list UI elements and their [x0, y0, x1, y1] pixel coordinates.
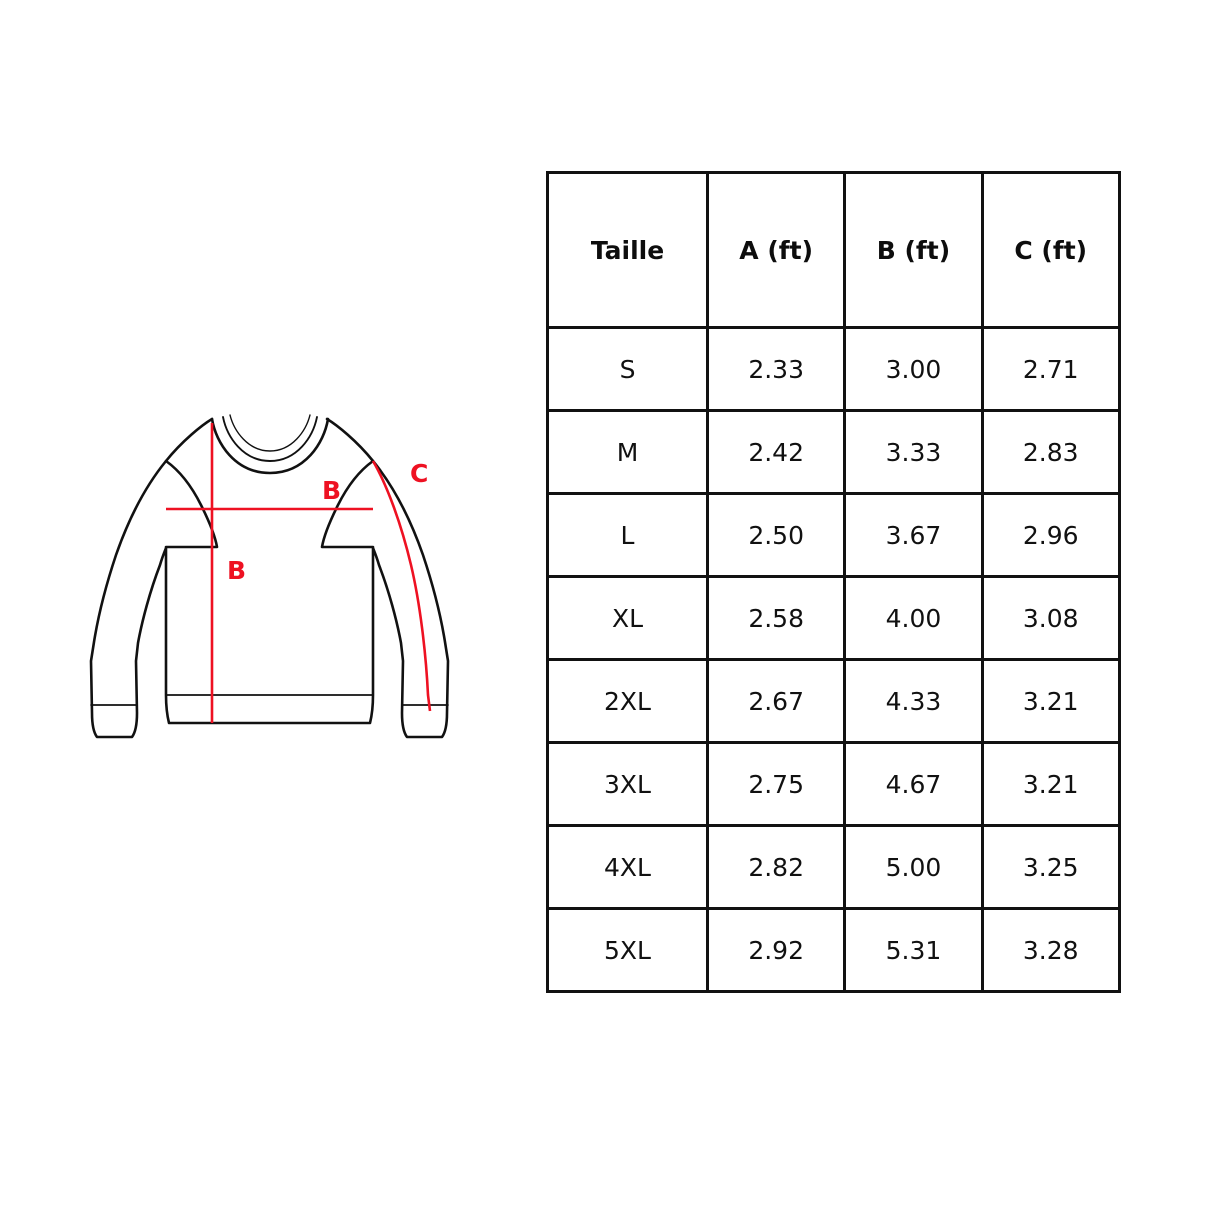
cell-c: 3.08 [980, 575, 1121, 661]
cell-size: L [546, 492, 709, 578]
cell-a: 2.50 [705, 492, 847, 578]
cell-a: 2.75 [705, 741, 847, 827]
cell-b: 4.33 [843, 658, 984, 744]
cell-size: M [546, 409, 709, 495]
cell-b: 5.00 [843, 824, 984, 910]
body-length-measure-label: B [227, 556, 247, 585]
table-row: L 2.50 3.67 2.96 [546, 492, 1121, 578]
sleeve-length-line [371, 460, 432, 712]
cell-c: 3.21 [980, 658, 1121, 744]
cell-b: 4.67 [843, 741, 984, 827]
cell-size: 3XL [546, 741, 709, 827]
cell-a: 2.67 [705, 658, 847, 744]
table-row: 5XL 2.92 5.31 3.28 [546, 907, 1121, 993]
chest-width-measure-label: B [322, 476, 342, 505]
cell-c: 3.28 [980, 907, 1121, 993]
cell-c: 2.96 [980, 492, 1121, 578]
cell-b: 3.67 [843, 492, 984, 578]
cell-size: 5XL [546, 907, 709, 993]
size-table-body: S 2.33 3.00 2.71 M 2.42 3.33 2.83 L 2.50… [546, 326, 1121, 993]
cell-a: 2.33 [705, 326, 847, 412]
size-table-container: Taille A (ft) B (ft) C (ft) S 2.33 3.00 … [546, 171, 1121, 993]
cell-a: 2.42 [705, 409, 847, 495]
column-header-c: C (ft) [980, 171, 1121, 329]
table-row: 3XL 2.75 4.67 3.21 [546, 741, 1121, 827]
table-row: M 2.42 3.33 2.83 [546, 409, 1121, 495]
column-header-size: Taille [546, 171, 709, 329]
cell-size: 2XL [546, 658, 709, 744]
cell-size: S [546, 326, 709, 412]
cell-a: 2.92 [705, 907, 847, 993]
cell-b: 3.33 [843, 409, 984, 495]
size-table-head: Taille A (ft) B (ft) C (ft) [546, 171, 1121, 329]
cell-size: 4XL [546, 824, 709, 910]
cell-b: 5.31 [843, 907, 984, 993]
garment-illustration [70, 395, 470, 760]
cell-c: 2.83 [980, 409, 1121, 495]
column-header-a: A (ft) [705, 171, 847, 329]
cell-b: 3.00 [843, 326, 984, 412]
sweatshirt-outline [89, 414, 450, 739]
cell-b: 4.00 [843, 575, 984, 661]
sweatshirt-drawing [89, 414, 450, 739]
sleeve-length-measure-label: C [410, 459, 429, 488]
size-table: Taille A (ft) B (ft) C (ft) S 2.33 3.00 … [546, 171, 1121, 993]
table-header-row: Taille A (ft) B (ft) C (ft) [546, 171, 1121, 329]
table-row: 2XL 2.67 4.33 3.21 [546, 658, 1121, 744]
measure-lines [166, 423, 432, 723]
table-row: 4XL 2.82 5.00 3.25 [546, 824, 1121, 910]
cell-c: 2.71 [980, 326, 1121, 412]
cell-c: 3.25 [980, 824, 1121, 910]
cell-size: XL [546, 575, 709, 661]
cell-a: 2.82 [705, 824, 847, 910]
cell-c: 3.21 [980, 741, 1121, 827]
table-row: S 2.33 3.00 2.71 [546, 326, 1121, 412]
table-row: XL 2.58 4.00 3.08 [546, 575, 1121, 661]
cell-a: 2.58 [705, 575, 847, 661]
column-header-b: B (ft) [843, 171, 984, 329]
